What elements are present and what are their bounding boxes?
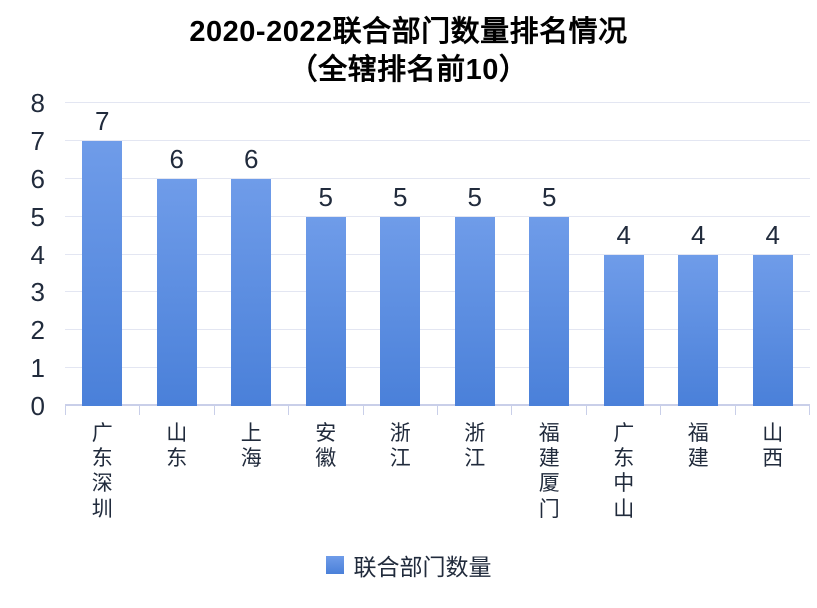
- bar-slot: 5: [289, 103, 364, 406]
- x-axis-tick: [512, 406, 587, 415]
- bar: [82, 140, 123, 406]
- bar-slot: 4: [661, 103, 736, 406]
- gridline: [65, 329, 810, 331]
- plot-area: 7 6 6 5 5 5 5 4 4 4: [65, 102, 810, 406]
- legend-marker-icon: [325, 556, 344, 574]
- legend: 联合部门数量: [0, 548, 817, 582]
- y-tick-label: 8: [30, 88, 45, 118]
- x-axis-tick: [587, 406, 662, 415]
- x-tick-label-text: 广东深圳: [91, 422, 113, 521]
- x-tick-label-text: 福建厦门: [538, 422, 560, 521]
- bar-slot: 7: [65, 103, 140, 406]
- chart-title-line2: （全辖排名前10）: [288, 53, 529, 86]
- x-axis-tick: [66, 406, 141, 415]
- chart-title-line1: 2020-2022联合部门数量排名情况: [189, 16, 628, 48]
- x-axis-ticks: [65, 406, 811, 415]
- chart-title: 2020-2022联合部门数量排名情况 （全辖排名前10）: [0, 0, 817, 89]
- bar: [603, 254, 644, 406]
- gridline: [65, 291, 810, 293]
- gridline: [65, 215, 810, 217]
- y-tick-label: 0: [30, 391, 45, 421]
- x-axis-tick: [140, 406, 215, 415]
- x-tick-label-text: 山西: [762, 422, 784, 471]
- x-axis-tick: [438, 406, 513, 415]
- bar-slot: 4: [587, 103, 662, 406]
- y-tick-label: 3: [30, 277, 45, 308]
- x-tick-label-text: 广东中山: [613, 422, 635, 521]
- bar: [231, 178, 272, 406]
- x-axis-tick: [364, 406, 439, 415]
- bar-value-label: 6: [244, 143, 259, 174]
- x-axis-labels: 广东深圳 山东 上海 安徽 浙江 浙江 福建厦门 广东中山 福建 山西: [65, 421, 810, 522]
- gridline: [65, 367, 810, 369]
- x-axis-tick: [736, 406, 811, 415]
- bar-slot: 6: [140, 103, 215, 406]
- gridline: [65, 139, 810, 141]
- x-tick-label: 广东中山: [587, 421, 662, 522]
- x-tick-label: 安徽: [289, 421, 364, 522]
- bar: [678, 254, 719, 406]
- x-tick-label-text: 浙江: [389, 422, 411, 471]
- x-tick-label-text: 上海: [240, 422, 262, 471]
- bar-value-label: 5: [542, 181, 557, 212]
- bars-row: 7 6 6 5 5 5 5 4 4 4: [65, 103, 810, 406]
- x-tick-label: 山东: [140, 421, 215, 522]
- bar-slot: 5: [363, 103, 438, 406]
- gridline: [65, 253, 810, 255]
- gridline: [65, 177, 810, 179]
- x-axis-line: [65, 404, 810, 406]
- bar-value-label: 5: [318, 181, 333, 212]
- x-tick-label: 上海: [214, 421, 289, 522]
- gridline: [65, 102, 810, 103]
- x-tick-label: 福建厦门: [512, 421, 587, 522]
- x-axis-tick: [661, 406, 736, 415]
- bar: [380, 216, 421, 406]
- bar: [752, 254, 793, 406]
- bar-value-label: 4: [765, 219, 780, 250]
- bar: [454, 216, 495, 406]
- x-tick-label-text: 浙江: [464, 422, 486, 471]
- bar-value-label: 4: [616, 219, 631, 250]
- x-tick-label: 浙江: [363, 421, 438, 522]
- bar-slot: 6: [214, 103, 289, 406]
- y-tick-label: 1: [30, 353, 45, 384]
- x-tick-label: 浙江: [438, 421, 513, 522]
- bar-slot: 5: [438, 103, 513, 406]
- x-tick-label: 山西: [736, 421, 811, 522]
- bar-value-label: 4: [691, 219, 706, 250]
- y-axis-labels: 0 1 2 3 4 5 6 7 8: [0, 90, 65, 419]
- x-tick-label: 福建: [661, 421, 736, 522]
- legend-label: 联合部门数量: [353, 554, 492, 580]
- y-tick-label: 5: [30, 201, 45, 232]
- x-tick-label: 广东深圳: [65, 421, 140, 522]
- y-tick-label: 6: [30, 163, 45, 194]
- bar-value-label: 6: [169, 143, 184, 174]
- bar: [305, 216, 346, 406]
- bar: [529, 216, 570, 406]
- bar-slot: 4: [736, 103, 811, 406]
- x-axis-tick: [215, 406, 290, 415]
- x-tick-label-text: 福建: [687, 422, 709, 471]
- bar-value-label: 5: [393, 181, 408, 212]
- y-tick-label: 7: [30, 125, 45, 156]
- bar-value-label: 7: [95, 105, 110, 136]
- bar-value-label: 5: [467, 181, 482, 212]
- x-tick-label-text: 安徽: [315, 422, 337, 471]
- bar: [156, 178, 197, 406]
- y-tick-label: 4: [30, 239, 45, 270]
- bar-slot: 5: [512, 103, 587, 406]
- y-tick-label: 2: [30, 315, 45, 346]
- x-tick-label-text: 山东: [166, 422, 188, 471]
- x-axis-tick: [289, 406, 364, 415]
